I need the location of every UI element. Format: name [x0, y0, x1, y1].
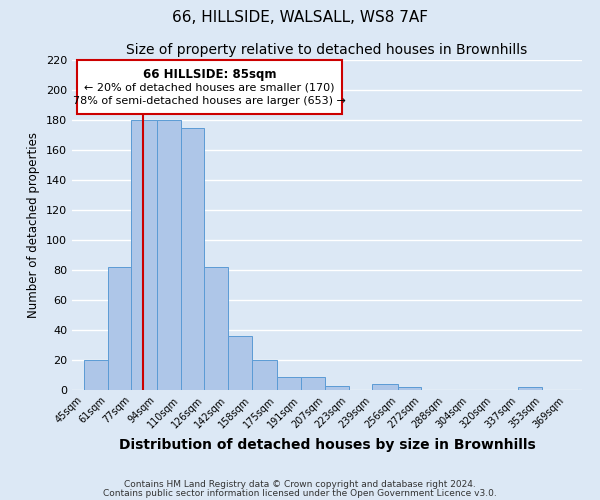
Bar: [252, 360, 277, 390]
Bar: [301, 376, 325, 390]
Bar: [84, 360, 107, 390]
Text: 66, HILLSIDE, WALSALL, WS8 7AF: 66, HILLSIDE, WALSALL, WS8 7AF: [172, 10, 428, 25]
Bar: [107, 267, 131, 390]
Bar: [157, 120, 181, 390]
Text: 66 HILLSIDE: 85sqm: 66 HILLSIDE: 85sqm: [143, 68, 277, 81]
Bar: [131, 120, 157, 390]
Bar: [228, 336, 252, 390]
Bar: [373, 384, 398, 390]
Bar: [181, 128, 205, 390]
Bar: [205, 267, 228, 390]
Bar: [398, 387, 421, 390]
FancyBboxPatch shape: [77, 60, 342, 114]
Text: Contains HM Land Registry data © Crown copyright and database right 2024.: Contains HM Land Registry data © Crown c…: [124, 480, 476, 489]
Text: ← 20% of detached houses are smaller (170): ← 20% of detached houses are smaller (17…: [85, 82, 335, 92]
Text: 78% of semi-detached houses are larger (653) →: 78% of semi-detached houses are larger (…: [73, 96, 346, 106]
Bar: [277, 376, 301, 390]
Y-axis label: Number of detached properties: Number of detached properties: [28, 132, 40, 318]
X-axis label: Distribution of detached houses by size in Brownhills: Distribution of detached houses by size …: [119, 438, 535, 452]
Text: Contains public sector information licensed under the Open Government Licence v3: Contains public sector information licen…: [103, 488, 497, 498]
Bar: [325, 386, 349, 390]
Title: Size of property relative to detached houses in Brownhills: Size of property relative to detached ho…: [127, 44, 527, 58]
Bar: [518, 387, 542, 390]
